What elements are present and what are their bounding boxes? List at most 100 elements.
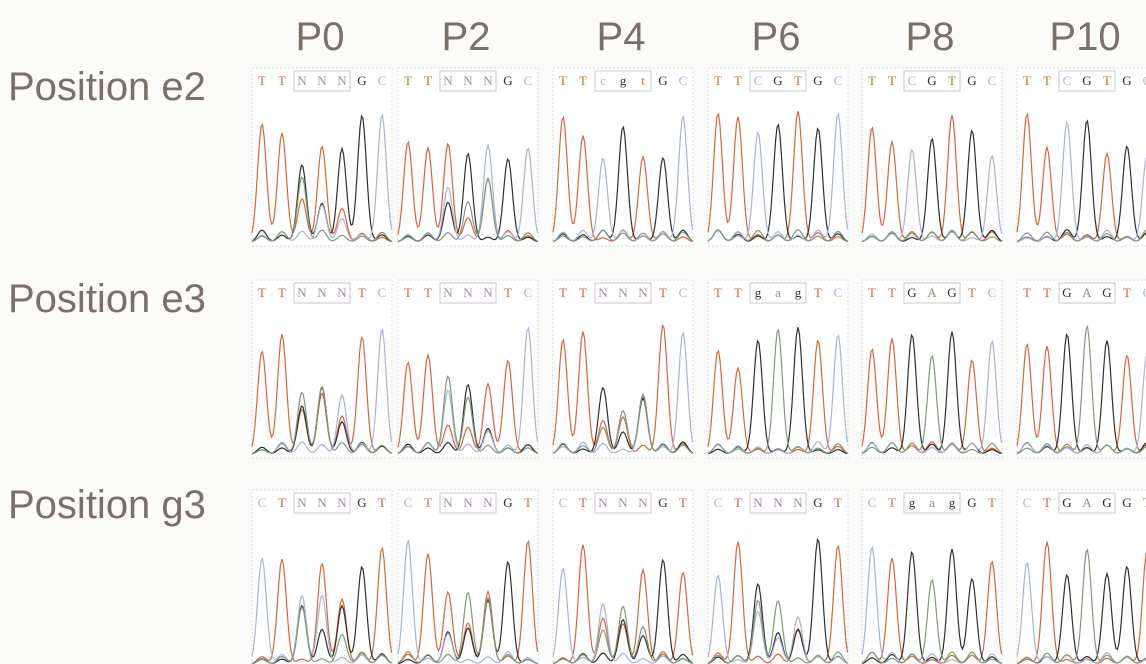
base-call: G: [1082, 73, 1091, 88]
column-header: P8: [906, 15, 955, 59]
base-call: T: [1103, 73, 1111, 88]
base-call: g: [755, 285, 762, 300]
edit-box: [293, 282, 351, 304]
column-header: P6: [752, 15, 801, 59]
base-call: t: [641, 73, 645, 88]
base-call: T: [258, 73, 266, 88]
base-call: T: [734, 285, 742, 300]
base-call: T: [559, 285, 567, 300]
base-call: G: [658, 73, 667, 88]
base-call: C: [524, 73, 533, 88]
base-call: T: [714, 73, 722, 88]
base-call: T: [714, 285, 722, 300]
base-call: T: [424, 495, 432, 510]
base-call: a: [775, 285, 781, 300]
trace: [397, 176, 538, 243]
trace: [707, 333, 849, 454]
base-call: T: [424, 73, 432, 88]
trace: [707, 599, 848, 664]
cell-frame: [251, 489, 393, 664]
base-call: G: [503, 73, 512, 88]
cell-frame: [397, 67, 539, 247]
base-call: G: [357, 495, 366, 510]
edit-box: [903, 70, 961, 92]
base-call: T: [888, 73, 896, 88]
base-call: T: [504, 285, 512, 300]
base-call: T: [1043, 73, 1051, 88]
base-call: N: [463, 285, 473, 300]
trace: [251, 123, 392, 243]
base-call: N: [463, 495, 473, 510]
trace: [1016, 548, 1146, 664]
base-call: T: [968, 285, 976, 300]
row-label: Position e3: [8, 277, 206, 321]
base-call: G: [1102, 495, 1111, 510]
trace: [251, 565, 392, 664]
base-call: G: [1122, 73, 1131, 88]
base-call: G: [1062, 285, 1071, 300]
base-call: C: [1063, 73, 1072, 88]
base-call: C: [714, 495, 723, 510]
base-call: c: [600, 73, 606, 88]
base-call: N: [753, 495, 763, 510]
edit-box: [594, 282, 652, 304]
trace: [251, 334, 392, 454]
cell-frame: [1016, 279, 1146, 459]
row-label: Position g3: [8, 483, 206, 527]
base-call: T: [579, 495, 587, 510]
base-call: C: [1143, 285, 1146, 300]
base-call: T: [424, 285, 432, 300]
base-call: G: [503, 495, 512, 510]
base-call: G: [357, 73, 366, 88]
base-call: A: [1082, 285, 1092, 300]
edit-box: [594, 70, 652, 92]
base-call: T: [1023, 285, 1031, 300]
base-call: N: [773, 495, 783, 510]
edit-box: [749, 282, 807, 304]
base-call: N: [297, 73, 307, 88]
edit-box: [439, 282, 497, 304]
base-call: C: [378, 73, 387, 88]
edit-box: [293, 492, 351, 514]
base-call: N: [443, 495, 453, 510]
trace: [1016, 565, 1146, 664]
trace: [707, 112, 849, 242]
cell-frame: [397, 489, 539, 664]
base-call: N: [297, 285, 307, 300]
base-call: T: [1043, 285, 1051, 300]
base-call: T: [659, 285, 667, 300]
trace: [861, 578, 1002, 664]
base-call: N: [297, 495, 307, 510]
trace: [251, 385, 392, 455]
base-call: N: [598, 495, 608, 510]
base-call: N: [337, 495, 347, 510]
base-call: T: [579, 73, 587, 88]
base-call: G: [773, 73, 782, 88]
base-call: C: [1143, 73, 1146, 88]
trace: [1016, 324, 1146, 455]
base-call: T: [1143, 495, 1146, 510]
trace: [251, 114, 392, 242]
base-call: G: [927, 73, 936, 88]
base-call: T: [404, 285, 412, 300]
edit-box: [594, 492, 652, 514]
cell-frame: [707, 67, 849, 247]
edit-box: [749, 70, 807, 92]
trace: [552, 323, 693, 454]
base-call: N: [443, 73, 453, 88]
base-call: T: [814, 285, 822, 300]
base-call: A: [1082, 495, 1092, 510]
base-call: N: [463, 73, 473, 88]
base-call: T: [988, 495, 996, 510]
base-call: C: [679, 285, 688, 300]
base-call: T: [524, 495, 532, 510]
